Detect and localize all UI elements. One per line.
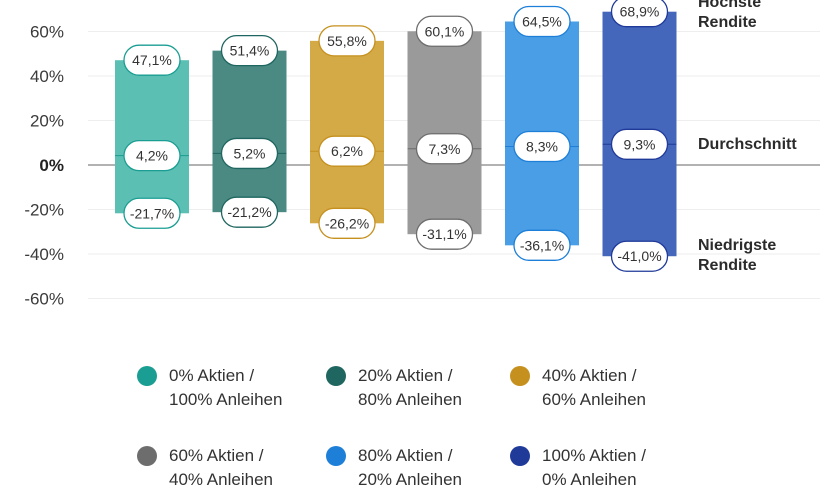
y-tick-label: 40% [30, 67, 64, 86]
range-bar [212, 50, 287, 213]
average-label: Durchschnitt [698, 136, 797, 153]
value-pill [415, 15, 474, 47]
max-return-label: Rendite [698, 14, 757, 31]
value-pill [610, 0, 669, 28]
range-bar [310, 40, 384, 224]
value-pill [123, 140, 181, 172]
value-pill [610, 128, 669, 160]
returns-range-chart: 60% 40% 20% 0% -20% -40% -60% 47,1% 4,2% -21,7% 51… [24, 0, 820, 309]
value-pill [220, 196, 279, 228]
value-label: -31,1% [422, 226, 466, 242]
max-return-label: Höchste [698, 0, 761, 11]
value-label: -36,1% [520, 237, 564, 253]
value-pill [513, 229, 571, 261]
value-pill [318, 135, 376, 167]
value-label: -41,0% [617, 248, 661, 264]
range-bar [115, 60, 189, 214]
min-return-label: Rendite [698, 257, 757, 274]
value-label: 55,8% [327, 33, 367, 49]
min-return-label: Niedrigste [698, 237, 776, 254]
value-pill [415, 133, 474, 165]
value-label: 4,2% [136, 148, 168, 164]
value-label: -26,2% [325, 215, 369, 231]
value-pill [610, 240, 669, 272]
y-tick-label: -20% [24, 201, 64, 220]
range-bar [407, 31, 482, 235]
value-pill [415, 218, 474, 250]
value-label: 7,3% [429, 141, 461, 157]
value-label: 68,9% [620, 4, 660, 20]
value-label: 60,1% [425, 23, 465, 39]
y-tick-label: -60% [24, 290, 64, 309]
value-pill [123, 44, 181, 76]
value-pill [220, 137, 279, 170]
value-label: 51,4% [230, 43, 270, 59]
y-tick-label: 0% [39, 156, 64, 175]
value-label: 6,2% [331, 143, 363, 159]
y-tick-label: 20% [30, 112, 64, 131]
value-pill [220, 34, 279, 67]
value-pill [318, 207, 376, 239]
value-label: 9,3% [624, 136, 656, 152]
y-tick-label: -40% [24, 245, 64, 264]
value-pill [318, 25, 376, 57]
value-label: -21,7% [130, 205, 174, 221]
value-label: 5,2% [234, 145, 266, 161]
value-pill [513, 5, 571, 38]
value-pill [513, 130, 571, 163]
value-label: 64,5% [522, 13, 562, 29]
y-tick-label: 60% [30, 23, 64, 42]
value-pill [123, 197, 181, 229]
value-label: 8,3% [526, 139, 558, 155]
value-label: -21,2% [227, 204, 271, 220]
value-label: 47,1% [132, 52, 172, 68]
